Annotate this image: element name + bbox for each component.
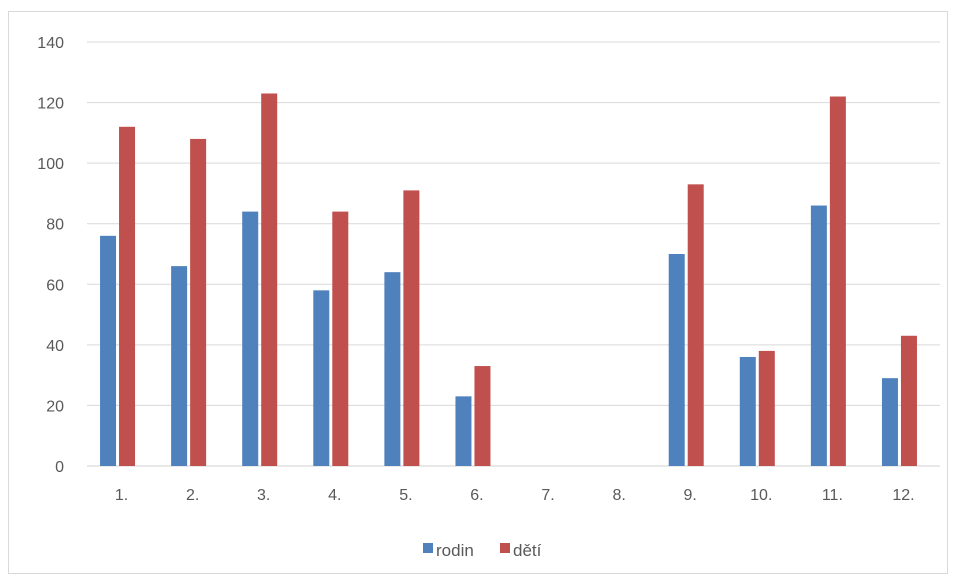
bar-deti-10 xyxy=(758,350,775,466)
bar-rodin-3 xyxy=(242,211,259,466)
bar-deti-5 xyxy=(403,190,420,466)
bar-rodin-1 xyxy=(100,235,117,466)
x-tick-label: 5. xyxy=(399,487,412,504)
y-tick-label: 20 xyxy=(46,398,64,415)
y-tick-label: 40 xyxy=(46,338,64,355)
x-tick-label: 9. xyxy=(684,487,697,504)
bar-rodin-2 xyxy=(171,266,188,466)
bar-deti-11 xyxy=(829,96,846,466)
bar-rodin-10 xyxy=(739,356,756,466)
x-tick-label: 4. xyxy=(328,487,341,504)
y-tick-label: 120 xyxy=(37,96,64,113)
x-tick-label: 7. xyxy=(541,487,554,504)
bar-deti-3 xyxy=(261,93,278,466)
x-tick-label: 1. xyxy=(115,487,128,504)
y-tick-label: 80 xyxy=(46,217,64,234)
bar-rodin-6 xyxy=(455,396,472,466)
bar-rodin-12 xyxy=(881,378,898,466)
y-tick-label: 0 xyxy=(55,459,64,476)
x-tick-label: 12. xyxy=(892,487,914,504)
legend-swatch-deti xyxy=(500,543,510,553)
bar-rodin-11 xyxy=(810,205,827,467)
bar-rodin-4 xyxy=(313,290,330,466)
bar-deti-9 xyxy=(687,184,704,467)
bars xyxy=(100,93,917,467)
bar-deti-6 xyxy=(474,366,491,466)
bar-deti-12 xyxy=(900,335,917,466)
x-axis-ticks: 1. 2. 3. 4. 5. 6. 7. 8. 9. 10. 11. 12. xyxy=(115,487,915,504)
y-tick-label: 100 xyxy=(37,156,64,173)
x-tick-label: 6. xyxy=(470,487,483,504)
chart-frame xyxy=(8,11,948,574)
x-tick-label: 8. xyxy=(612,487,625,504)
gridlines xyxy=(87,41,940,467)
y-tick-label: 140 xyxy=(37,35,64,52)
y-tick-label: 60 xyxy=(46,277,64,294)
bar-deti-1 xyxy=(119,126,136,467)
legend-swatch-rodin xyxy=(423,543,433,553)
legend-label-rodin: rodin xyxy=(436,541,474,560)
legend: rodin dětí xyxy=(423,541,542,560)
x-tick-label: 10. xyxy=(750,487,772,504)
bar-rodin-5 xyxy=(384,272,401,466)
x-tick-label: 2. xyxy=(186,487,199,504)
x-tick-label: 3. xyxy=(257,487,270,504)
x-tick-label: 11. xyxy=(822,487,843,504)
bar-deti-2 xyxy=(190,138,207,466)
bar-rodin-9 xyxy=(668,254,685,466)
bar-deti-4 xyxy=(332,211,349,466)
y-axis-ticks: 0 20 40 60 80 100 120 140 xyxy=(37,35,64,476)
legend-label-deti: dětí xyxy=(513,541,542,560)
